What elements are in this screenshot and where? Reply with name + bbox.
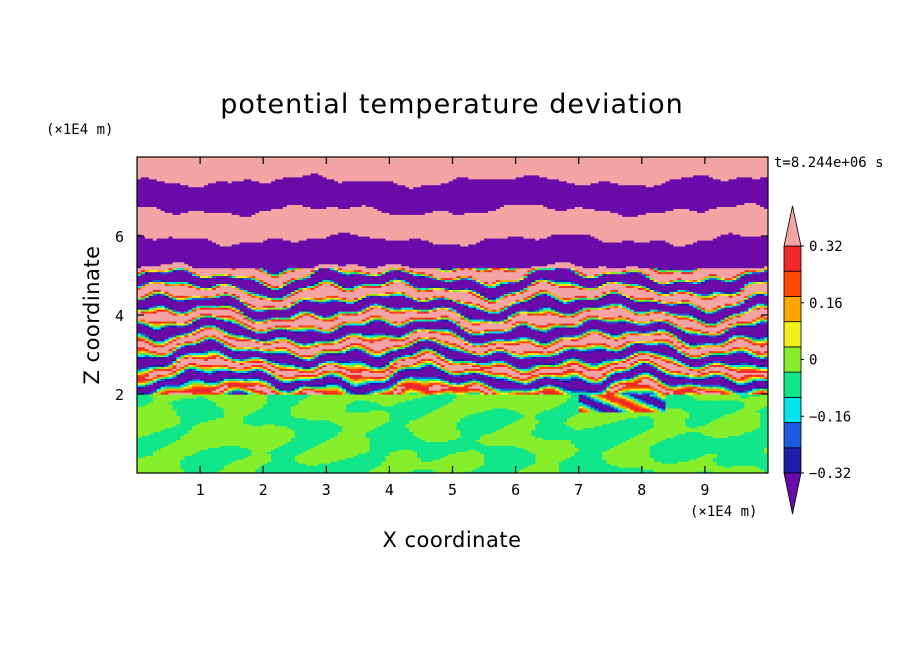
heatmap-field	[137, 157, 769, 474]
chart-title: potential temperature deviation	[220, 89, 683, 120]
x-unit-label: (×1E4 m)	[690, 504, 757, 520]
time-label: t=8.244e+06 s	[774, 155, 884, 171]
y-unit-label: (×1E4 m)	[46, 122, 113, 138]
